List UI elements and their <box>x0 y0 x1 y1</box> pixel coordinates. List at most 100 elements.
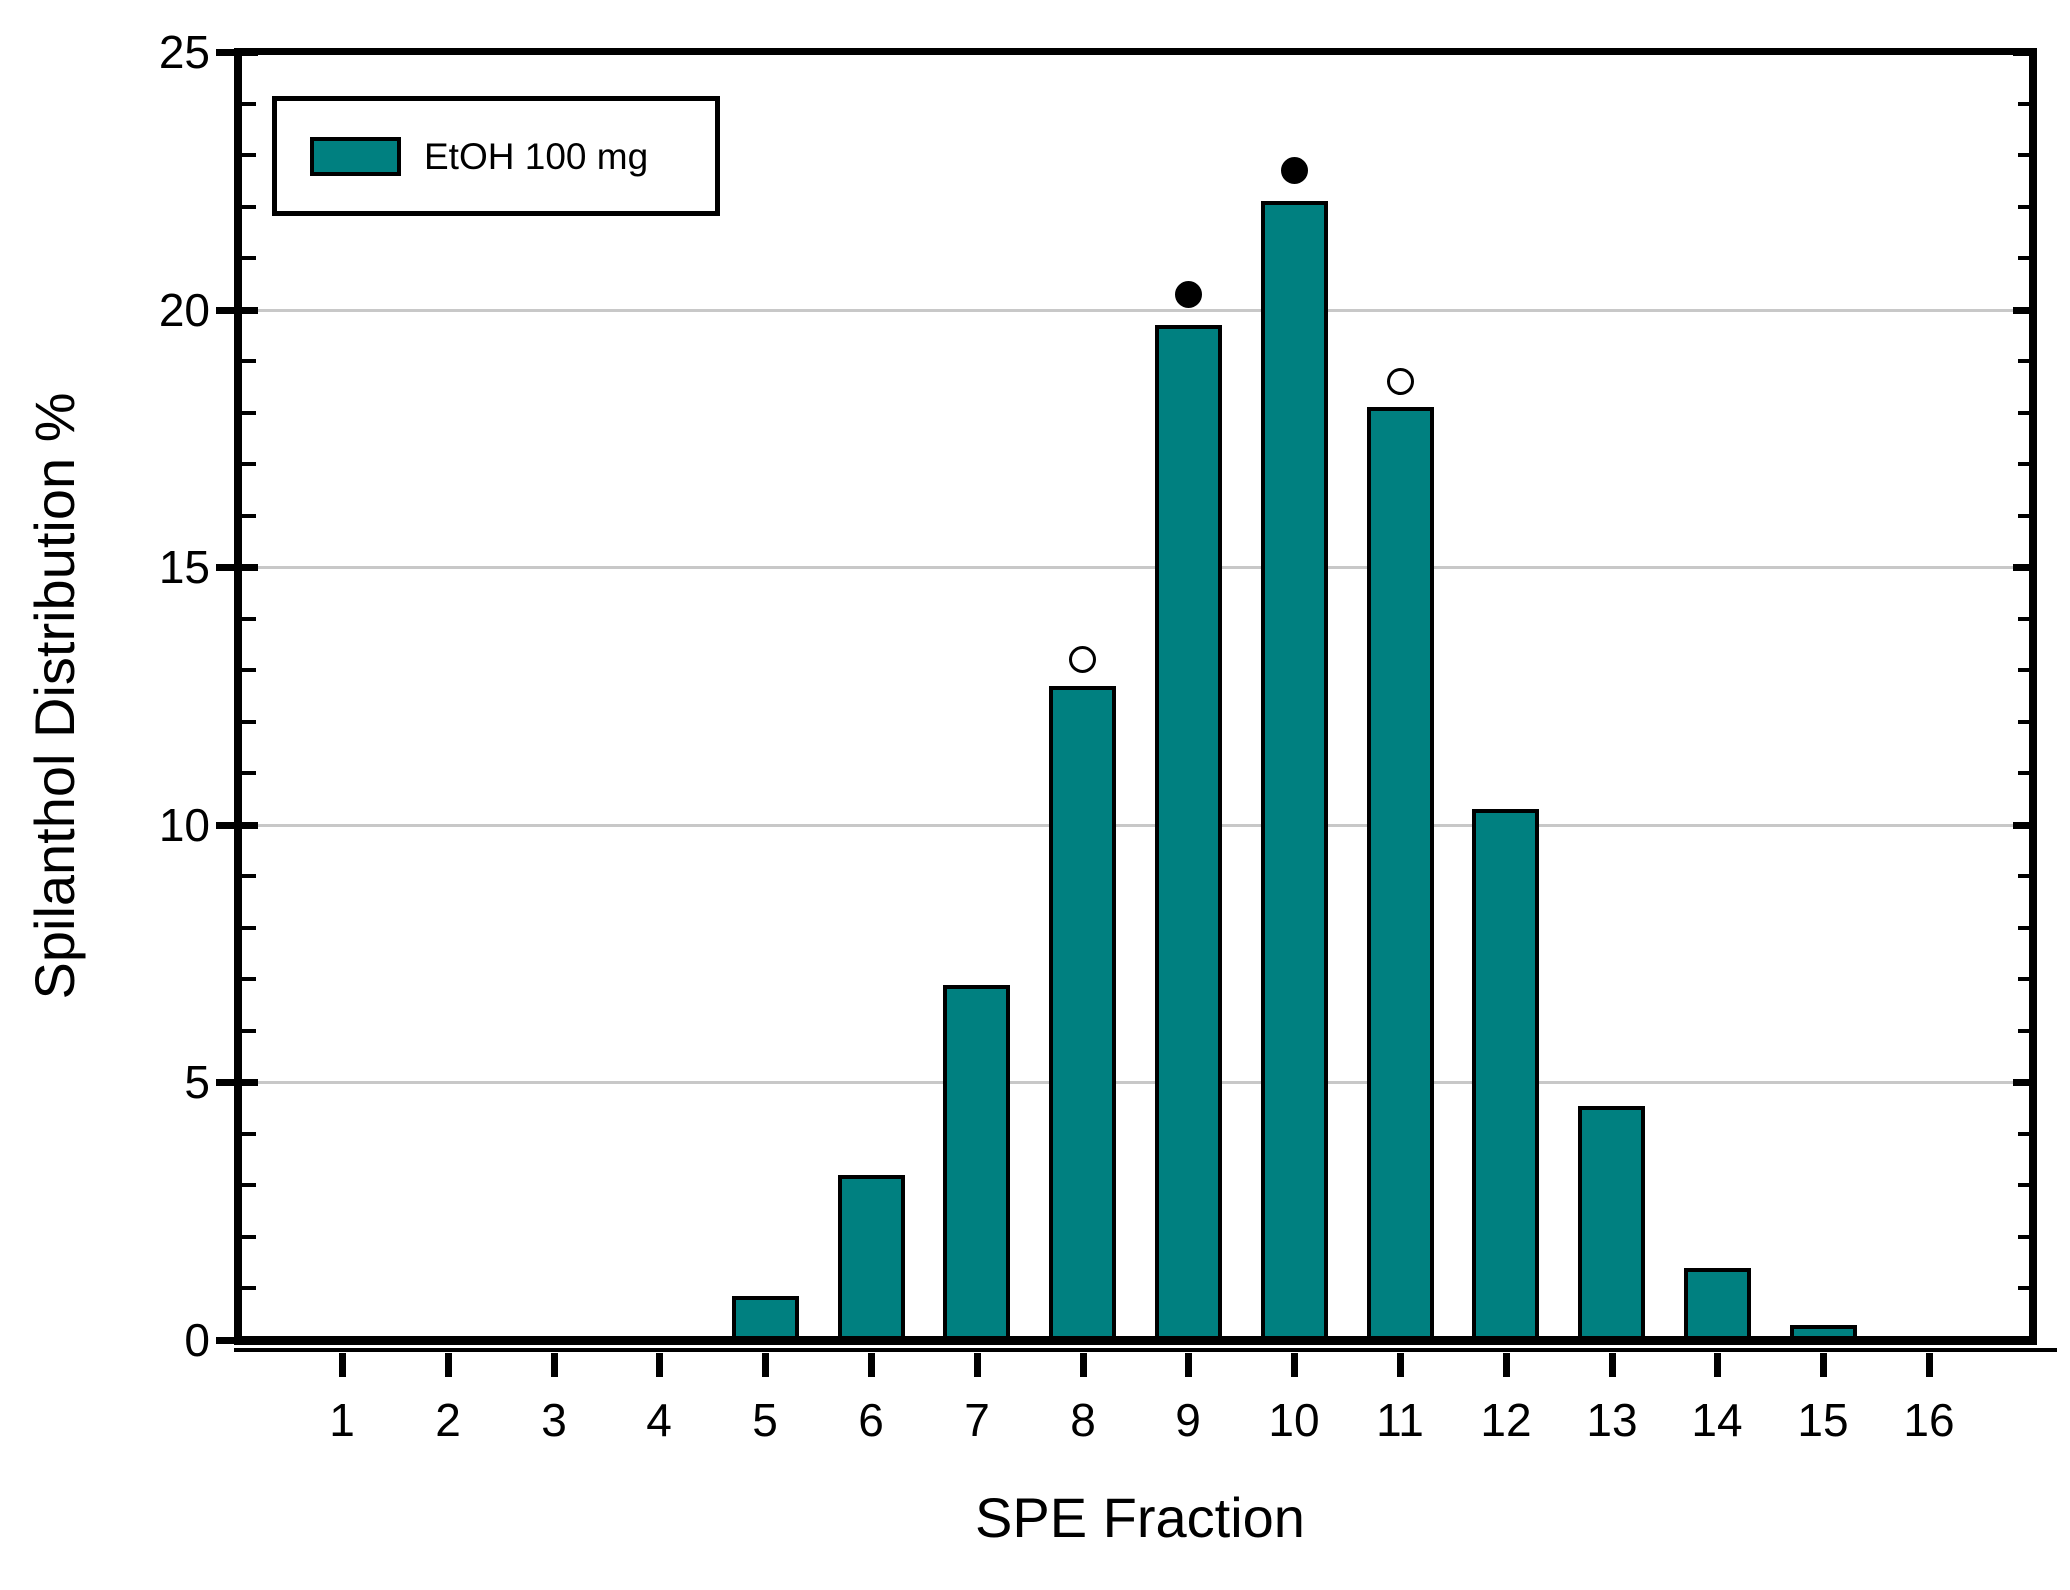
x-tick-2 <box>445 1353 452 1377</box>
y-minor-tick-right-2 <box>2018 1235 2029 1239</box>
y-minor-tick-right-8 <box>2018 926 2029 930</box>
x-tick-label-2: 2 <box>435 1394 461 1446</box>
y-minor-tick-right-13 <box>2018 668 2029 672</box>
x-tick-label-15: 15 <box>1797 1394 1849 1446</box>
y-minor-tick-right-22 <box>2018 205 2029 209</box>
y-minor-tick-left-23 <box>242 153 256 157</box>
gridline-y-20 <box>242 309 2029 312</box>
x-tick-12 <box>1503 1353 1510 1377</box>
bar-fraction-12 <box>1472 809 1539 1342</box>
x-axis-title: SPE Fraction <box>975 1486 1305 1549</box>
y-minor-tick-left-11 <box>242 771 256 775</box>
y-minor-tick-left-21 <box>242 256 256 260</box>
y-minor-tick-left-1 <box>242 1286 256 1290</box>
y-minor-tick-left-6 <box>242 1029 256 1033</box>
y-axis-right <box>2029 48 2037 1345</box>
y-major-tick-right-0 <box>2013 1337 2029 1344</box>
y-minor-tick-left-16 <box>242 514 256 518</box>
x-tick-10 <box>1291 1353 1298 1377</box>
x-tick-6 <box>868 1353 875 1377</box>
x-tick-label-11: 11 <box>1376 1394 1424 1446</box>
legend-swatch <box>310 136 401 176</box>
bar-fraction-9 <box>1155 325 1222 1342</box>
y-major-tick-right-15 <box>2013 564 2029 571</box>
y-major-tick-left-15 <box>216 564 258 571</box>
y-minor-tick-right-18 <box>2018 411 2029 415</box>
y-minor-tick-left-2 <box>242 1235 256 1239</box>
x-tick-1 <box>339 1353 346 1377</box>
y-axis-left <box>234 48 242 1345</box>
y-minor-tick-right-3 <box>2018 1183 2029 1187</box>
y-minor-tick-left-13 <box>242 668 256 672</box>
x-tick-label-16: 16 <box>1903 1394 1955 1446</box>
bar-fraction-13 <box>1578 1106 1645 1342</box>
x-tick-label-14: 14 <box>1691 1394 1743 1446</box>
y-minor-tick-right-24 <box>2018 102 2029 106</box>
marker-filled-fraction-9 <box>1175 281 1202 308</box>
x-tick-3 <box>551 1353 558 1377</box>
legend-label: EtOH 100 mg <box>424 135 649 177</box>
x-tick-15 <box>1820 1353 1827 1377</box>
x-tick-9 <box>1185 1353 1192 1377</box>
y-tick-label-5: 5 <box>184 1056 210 1108</box>
bar-fraction-10 <box>1261 201 1328 1342</box>
y-tick-label-10: 10 <box>158 799 210 851</box>
y-major-tick-left-10 <box>216 822 258 829</box>
x-tick-16 <box>1926 1353 1933 1377</box>
y-minor-tick-left-12 <box>242 720 256 724</box>
x-tick-label-8: 8 <box>1070 1394 1096 1446</box>
y-minor-tick-left-8 <box>242 926 256 930</box>
bar-fraction-6 <box>838 1175 905 1342</box>
y-minor-tick-left-14 <box>242 617 256 621</box>
x-tick-label-6: 6 <box>858 1394 884 1446</box>
y-minor-tick-left-3 <box>242 1183 256 1187</box>
x-tick-13 <box>1609 1353 1616 1377</box>
y-minor-tick-right-21 <box>2018 256 2029 260</box>
y-minor-tick-right-7 <box>2018 977 2029 981</box>
y-minor-tick-right-16 <box>2018 514 2029 518</box>
x-tick-label-12: 12 <box>1480 1394 1532 1446</box>
x-tick-7 <box>974 1353 981 1377</box>
x-tick-label-5: 5 <box>752 1394 778 1446</box>
y-major-tick-left-5 <box>216 1079 258 1086</box>
marker-filled-fraction-10 <box>1281 157 1308 184</box>
bar-fraction-7 <box>943 985 1010 1342</box>
y-tick-label-0: 0 <box>184 1314 210 1366</box>
gridline-y-10 <box>242 824 2029 827</box>
y-minor-tick-left-22 <box>242 205 256 209</box>
x-tick-label-13: 13 <box>1586 1394 1638 1446</box>
y-minor-tick-left-9 <box>242 874 256 878</box>
x-axis-top <box>234 48 2037 55</box>
legend: EtOH 100 mg <box>272 96 720 216</box>
marker-open-fraction-8 <box>1069 646 1096 673</box>
y-minor-tick-right-11 <box>2018 771 2029 775</box>
x-tick-14 <box>1714 1353 1721 1377</box>
y-minor-tick-right-19 <box>2018 359 2029 363</box>
y-minor-tick-right-9 <box>2018 874 2029 878</box>
x-tick-8 <box>1080 1353 1087 1377</box>
x-tick-label-7: 7 <box>964 1394 990 1446</box>
y-minor-tick-right-17 <box>2018 462 2029 466</box>
gridline-y-15 <box>242 566 2029 569</box>
y-major-tick-left-25 <box>216 49 258 56</box>
y-minor-tick-left-19 <box>242 359 256 363</box>
x-axis-bottom <box>234 1336 2037 1345</box>
y-major-tick-left-20 <box>216 307 258 314</box>
y-minor-tick-left-24 <box>242 102 256 106</box>
y-major-tick-right-5 <box>2013 1079 2029 1086</box>
x-tick-5 <box>762 1353 769 1377</box>
y-minor-tick-right-6 <box>2018 1029 2029 1033</box>
x-tick-11 <box>1397 1353 1404 1377</box>
y-minor-tick-left-4 <box>242 1132 256 1136</box>
y-minor-tick-left-18 <box>242 411 256 415</box>
marker-open-fraction-11 <box>1387 368 1414 395</box>
y-major-tick-left-0 <box>216 1337 258 1344</box>
y-major-tick-right-10 <box>2013 822 2029 829</box>
gridline-y-5 <box>242 1081 2029 1084</box>
bar-fraction-14 <box>1684 1268 1751 1342</box>
y-minor-tick-right-1 <box>2018 1286 2029 1290</box>
y-major-tick-right-25 <box>2013 49 2029 56</box>
y-minor-tick-right-12 <box>2018 720 2029 724</box>
y-minor-tick-right-23 <box>2018 153 2029 157</box>
